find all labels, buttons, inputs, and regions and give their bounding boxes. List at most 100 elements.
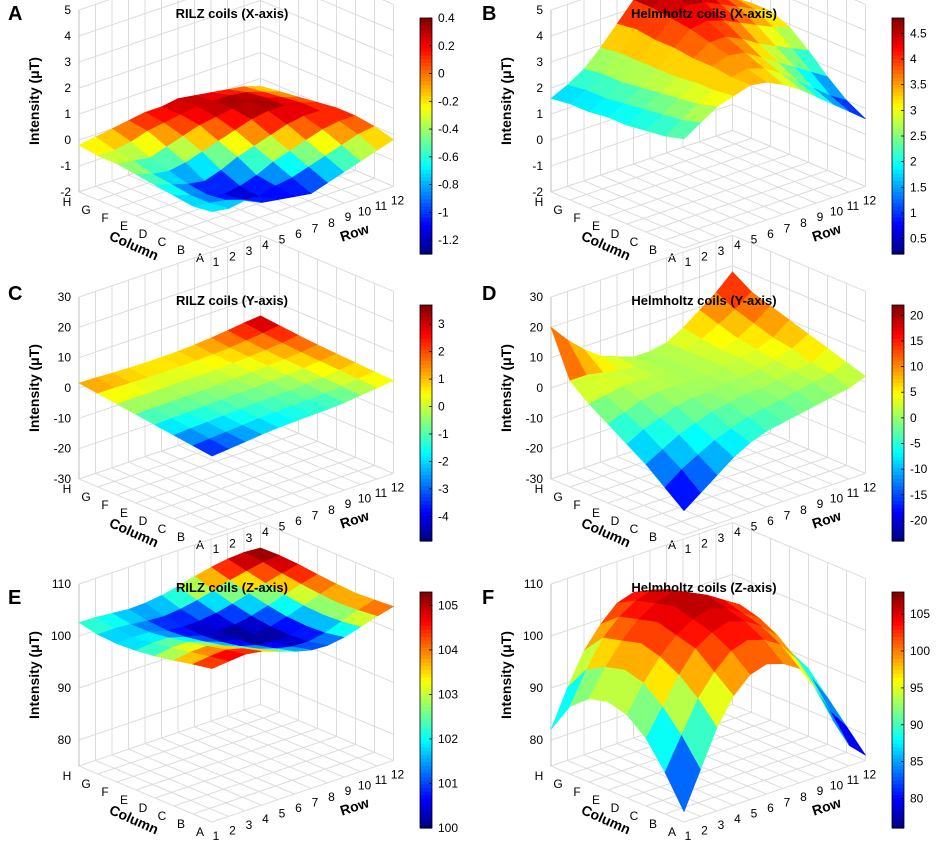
- colorbar-tick-label: 105: [910, 607, 930, 621]
- colorbar-band: [420, 235, 432, 240]
- row-tick-label: 2: [229, 823, 236, 837]
- floor-gridline: [177, 731, 312, 789]
- row-tick-label: 4: [734, 812, 741, 826]
- row-tick-label: 8: [328, 216, 335, 230]
- colorbar-band: [420, 452, 432, 457]
- colorbar-band: [892, 643, 904, 648]
- row-tick-label: 10: [830, 779, 844, 793]
- colorbar-band: [420, 617, 432, 623]
- floor-gridline: [111, 180, 246, 238]
- colorbar-band: [420, 128, 432, 133]
- colorbar-band: [420, 217, 432, 222]
- colorbar-band: [420, 36, 432, 41]
- floor-gridline: [95, 185, 229, 243]
- z-tick-label: 30: [530, 290, 544, 304]
- colorbar-band: [420, 643, 432, 648]
- row-tick-label: 6: [767, 227, 774, 241]
- z-tick-label: 0: [536, 381, 543, 395]
- colorbar-band: [892, 147, 904, 152]
- colorbar-band: [892, 673, 904, 678]
- colorbar-band: [892, 717, 904, 722]
- floor-gridline: [633, 163, 767, 221]
- floor-gridline: [95, 759, 229, 817]
- colorbar-band: [892, 54, 904, 60]
- row-tick-label: 4: [262, 525, 269, 539]
- colorbar-band: [892, 246, 904, 251]
- row-tick-label: 5: [751, 520, 758, 534]
- intensity-axis-title: Intensity (μT): [26, 344, 42, 432]
- intensity-axis-title: Intensity (μT): [26, 631, 42, 719]
- z-tick-label: 0: [64, 381, 71, 395]
- floor-gridline: [144, 743, 279, 801]
- column-tick-label: H: [63, 195, 72, 209]
- colorbar-band: [892, 224, 904, 229]
- intensity-axis-title: Intensity (μT): [498, 344, 514, 432]
- colorbar-band: [892, 21, 904, 26]
- colorbar-band: [892, 411, 904, 417]
- colorbar-band: [892, 456, 904, 461]
- colorbar-tick-label: 0: [438, 400, 445, 414]
- colorbar-band: [420, 776, 432, 781]
- z-tick-label: 80: [58, 733, 72, 747]
- column-tick-label: G: [81, 203, 90, 217]
- row-tick-label: 9: [817, 784, 824, 798]
- colorbar-band: [892, 356, 904, 361]
- column-tick-label: C: [630, 809, 639, 823]
- floor-gridline: [260, 703, 394, 761]
- row-tick-label: 7: [784, 221, 791, 235]
- column-tick-label: H: [535, 195, 544, 209]
- colorbar-band: [420, 32, 432, 38]
- colorbar-band: [420, 658, 432, 663]
- row-tick-label: 3: [718, 818, 725, 832]
- z-tick-label: -1: [60, 159, 71, 173]
- row-tick-label: 12: [863, 480, 877, 494]
- colorbar-tick-label: -4: [438, 509, 449, 523]
- z-tick-label: -10: [526, 411, 544, 425]
- colorbar-band: [420, 809, 432, 814]
- colorbar-band: [892, 441, 904, 446]
- colorbar-band: [892, 231, 904, 237]
- colorbar-band: [892, 62, 904, 67]
- colorbar-tick-label: -0.4: [438, 122, 459, 136]
- colorbar-band: [420, 639, 432, 645]
- row-axis-title: Row: [810, 794, 843, 818]
- colorbar-band: [420, 124, 432, 130]
- colorbar-band: [420, 783, 432, 789]
- z-tick-label: -30: [526, 472, 544, 486]
- colorbar-band: [420, 735, 432, 741]
- floor-gridline: [173, 743, 356, 807]
- colorbar-band: [892, 610, 904, 615]
- colorbar-band: [892, 769, 904, 774]
- colorbar-band: [420, 187, 432, 192]
- colorbar-band: [420, 698, 432, 704]
- colorbar-band: [892, 496, 904, 502]
- colorbar-band: [892, 187, 904, 192]
- colorbar-band: [420, 47, 432, 52]
- colorbar-band: [420, 647, 432, 652]
- colorbar-band: [420, 224, 432, 229]
- row-tick-label: 5: [279, 807, 286, 821]
- colorbar-band: [892, 463, 904, 468]
- surface: [78, 315, 395, 457]
- colorbar-band: [892, 323, 904, 328]
- column-tick-label: B: [177, 243, 185, 257]
- floor-gridline: [78, 478, 213, 536]
- colorbar-band: [420, 239, 432, 244]
- colorbar-band: [420, 121, 432, 126]
- colorbar-band: [420, 507, 432, 513]
- colorbar-band: [892, 143, 904, 148]
- column-tick-label: H: [535, 482, 544, 496]
- colorbar-band: [892, 360, 904, 365]
- row-tick-label: 1: [685, 829, 692, 843]
- column-tick-label: C: [630, 522, 639, 536]
- colorbar-band: [892, 18, 904, 23]
- row-tick-label: 12: [391, 193, 405, 207]
- colorbar-band: [420, 632, 432, 637]
- row-tick-label: 1: [213, 829, 220, 843]
- panel-letter: A: [8, 3, 22, 25]
- colorbar-frame: [419, 17, 433, 255]
- z-tick-label: 0: [536, 133, 543, 147]
- row-tick-label: 8: [800, 790, 807, 804]
- colorbar-band: [420, 183, 432, 189]
